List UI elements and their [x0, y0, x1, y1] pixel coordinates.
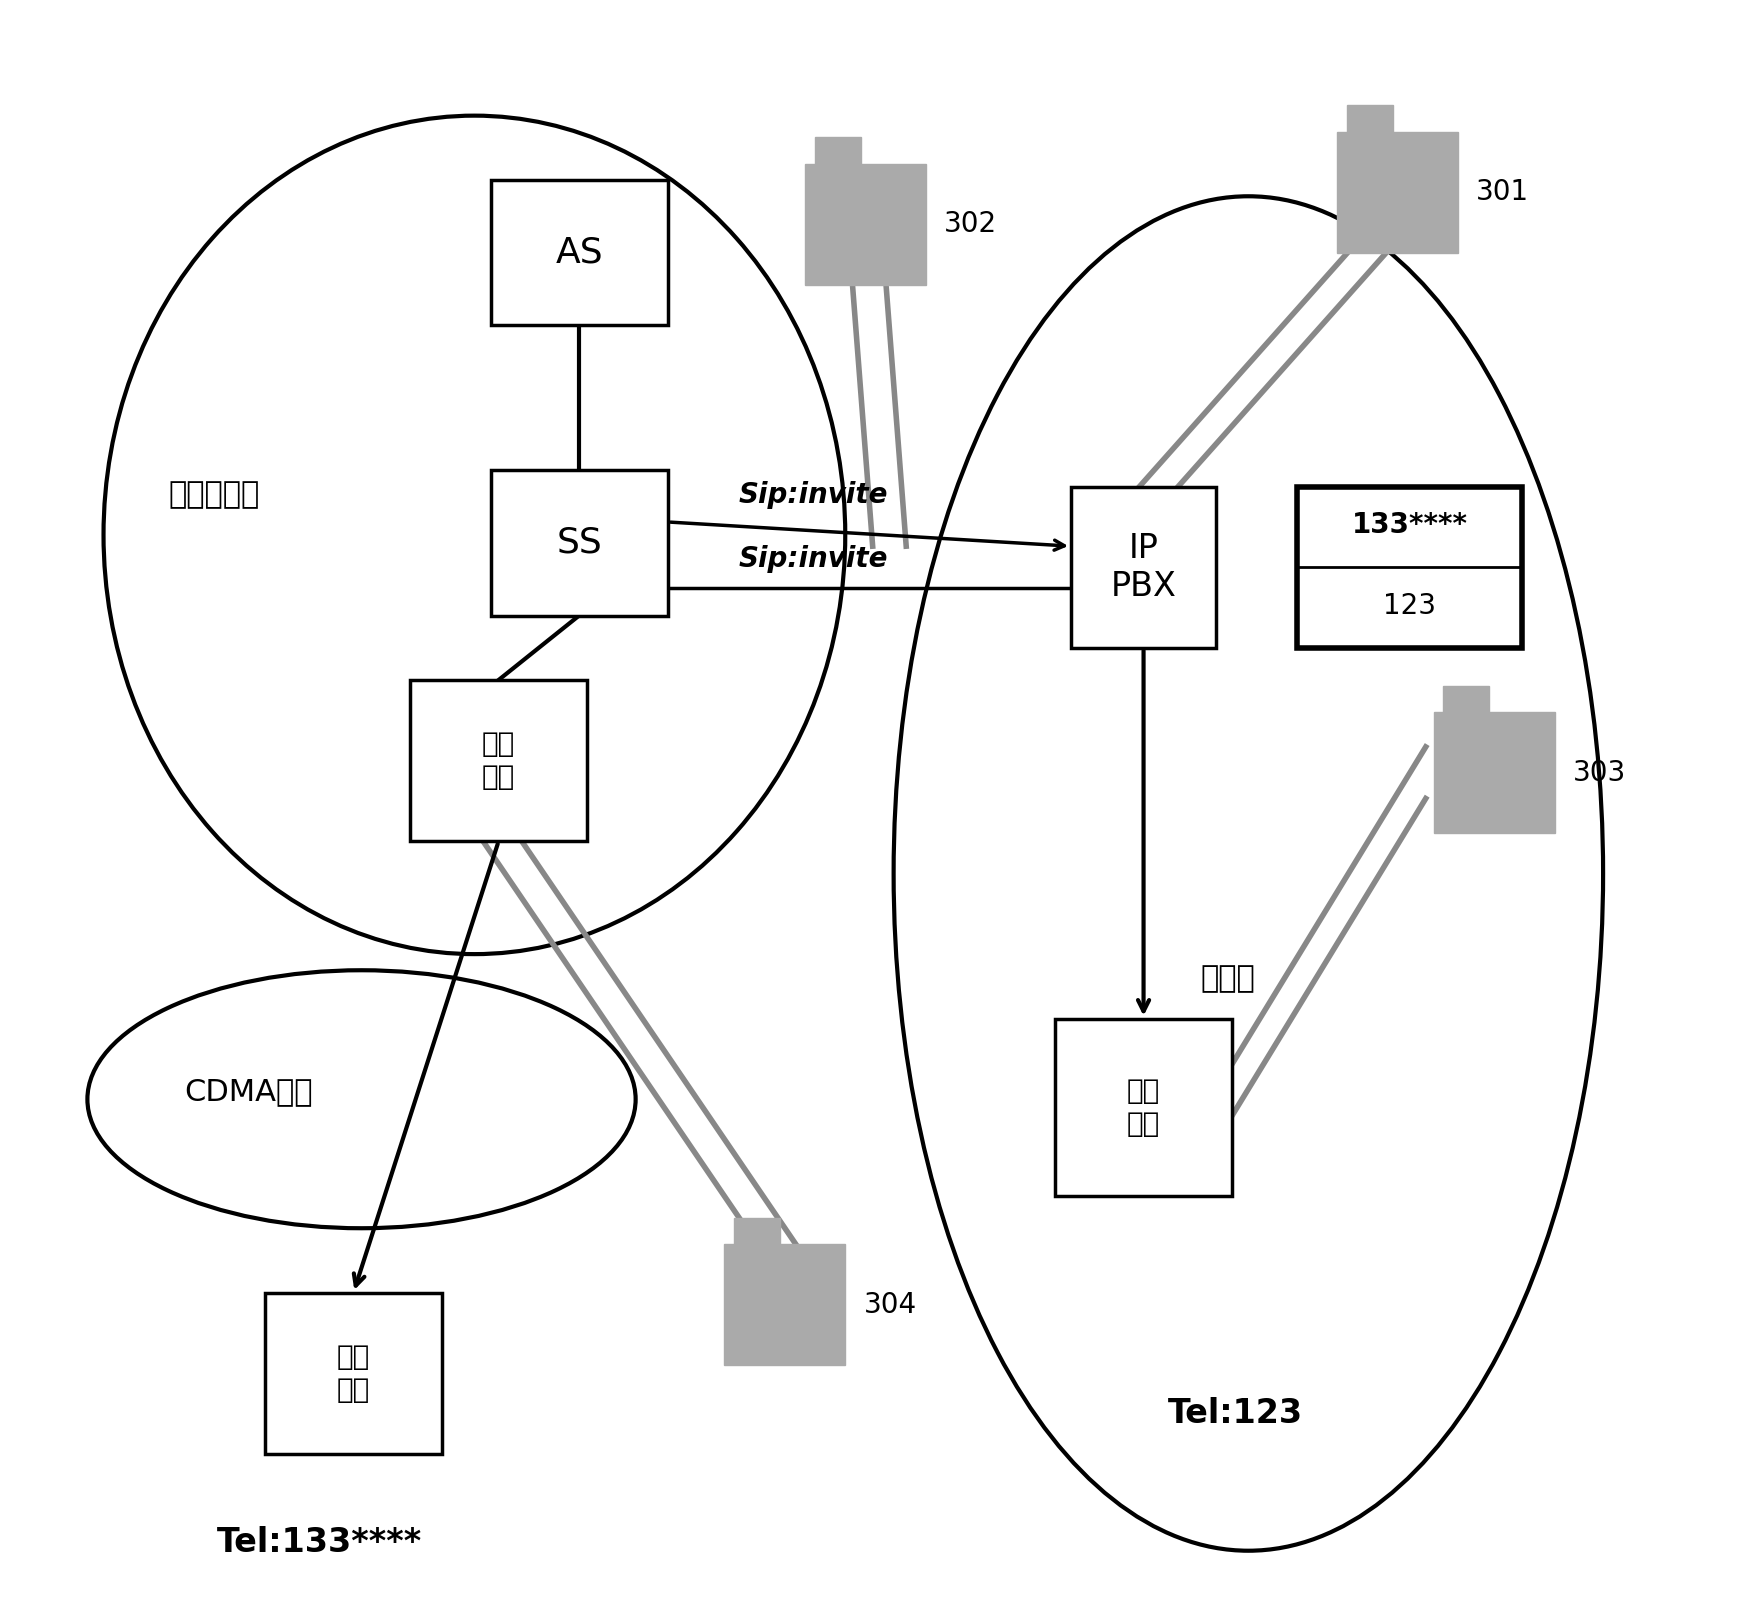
Text: 软交换网络: 软交换网络 — [168, 481, 260, 510]
FancyBboxPatch shape — [1337, 131, 1458, 252]
Text: 301: 301 — [1476, 178, 1529, 205]
Text: 企业网: 企业网 — [1200, 964, 1255, 993]
FancyBboxPatch shape — [1434, 712, 1555, 833]
Text: 302: 302 — [944, 210, 997, 238]
FancyBboxPatch shape — [411, 680, 588, 841]
FancyBboxPatch shape — [1346, 105, 1393, 131]
FancyBboxPatch shape — [265, 1293, 442, 1455]
Text: IP
PBX: IP PBX — [1111, 532, 1176, 604]
Text: 互联
网关: 互联 网关 — [483, 730, 516, 791]
Text: 移动
终端: 移动 终端 — [337, 1343, 370, 1403]
Text: Tel:133****: Tel:133**** — [216, 1526, 421, 1560]
FancyBboxPatch shape — [1055, 1019, 1232, 1196]
Text: 304: 304 — [863, 1291, 916, 1319]
Text: Tel:123: Tel:123 — [1167, 1398, 1302, 1430]
FancyBboxPatch shape — [490, 180, 669, 325]
FancyBboxPatch shape — [725, 1244, 846, 1366]
Text: 123: 123 — [1383, 592, 1436, 620]
FancyBboxPatch shape — [1443, 686, 1490, 712]
Text: 303: 303 — [1572, 759, 1627, 786]
FancyBboxPatch shape — [1297, 487, 1523, 647]
Text: 133****: 133**** — [1351, 511, 1467, 539]
FancyBboxPatch shape — [1071, 487, 1216, 647]
Text: Sip:invite: Sip:invite — [739, 545, 888, 573]
Text: SS: SS — [556, 526, 602, 560]
FancyBboxPatch shape — [814, 138, 860, 163]
Text: AS: AS — [555, 236, 604, 270]
Text: 企业
分机: 企业 分机 — [1127, 1078, 1160, 1137]
FancyBboxPatch shape — [806, 163, 927, 285]
Text: CDMA网络: CDMA网络 — [184, 1076, 312, 1105]
Text: Sip:invite: Sip:invite — [739, 481, 888, 508]
FancyBboxPatch shape — [490, 471, 669, 615]
FancyBboxPatch shape — [734, 1218, 779, 1244]
